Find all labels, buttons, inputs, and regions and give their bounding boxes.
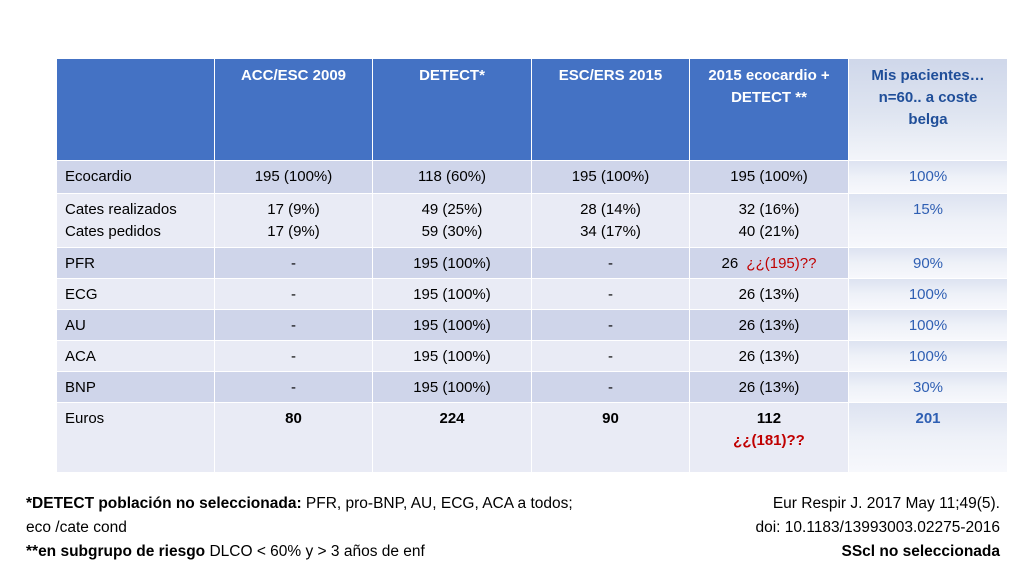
header-detect: DETECT* [373,59,532,161]
reference-note: SScl no seleccionada [841,543,1000,560]
footnote-text: DLCO < 60% y > 3 años de enf [205,543,425,560]
table-cell: 100% [849,279,1008,310]
table-cell: 195 (100%) [532,161,690,194]
footnote-bold: **en subgrupo de riesgo [26,543,206,560]
row-label-line1: Cates realizados [65,201,177,218]
table-cell: 100% [849,341,1008,372]
table-cell: 195 (100%) [373,341,532,372]
row-label: PFR [57,248,215,279]
table-cell: 26 (13%) [690,279,849,310]
row-label: BNP [57,372,215,403]
row-label: ACA [57,341,215,372]
cell-line2: 40 (21%) [738,223,800,240]
table-cell: 32 (16%) 40 (21%) [690,194,849,248]
table-row-ecg: ECG - 195 (100%) - 26 (13%) 100% [57,279,1008,310]
reference: Eur Respir J. 2017 May 11;49(5). doi: 10… [680,492,1001,564]
table-cell: - [215,279,373,310]
table-cell: 15% [849,194,1008,248]
cell-line1: 17 (9%) [267,201,320,218]
table-cell: 80 [215,403,373,473]
cell-value: 26 [721,255,739,272]
table-cell: 26 (13%) [690,310,849,341]
cell-line1: 15% [912,201,944,218]
table-cell: 90 [532,403,690,473]
table-cell: - [532,310,690,341]
footnote-line1: *DETECT población no seleccionada: PFR, … [26,492,686,516]
cell-line2: 17 (9%) [267,223,320,240]
table-cell: 224 [373,403,532,473]
footnote-bold: *DETECT población no seleccionada: [26,495,302,512]
comparison-table: ACC/ESC 2009 DETECT* ESC/ERS 2015 2015 e… [57,59,1008,473]
header-ecocardio-detect: 2015 ecocardio + DETECT ** [690,59,849,161]
table-cell: 118 (60%) [373,161,532,194]
cell-line2: 59 (30%) [421,223,483,240]
table-cell: - [532,372,690,403]
table-row-euros: Euros 80 224 90 112 ¿¿(181)?? 201 [57,403,1008,473]
cell-line1: 28 (14%) [580,201,641,218]
row-label: ECG [57,279,215,310]
reference-journal: Eur Respir J. 2017 May 11;49(5). [772,495,1000,512]
table-cell: 17 (9%) 17 (9%) [215,194,373,248]
header-esc-ers-2015: ESC/ERS 2015 [532,59,690,161]
red-note: ¿¿(181)?? [733,432,805,449]
table-cell: 100% [849,310,1008,341]
table-row-cates: Cates realizados Cates pedidos 17 (9%) 1… [57,194,1008,248]
header-row: ACC/ESC 2009 DETECT* ESC/ERS 2015 2015 e… [57,59,1008,161]
row-label: Euros [57,403,215,473]
table-cell: - [532,248,690,279]
table-row-bnp: BNP - 195 (100%) - 26 (13%) 30% [57,372,1008,403]
table-row-au: AU - 195 (100%) - 26 (13%) 100% [57,310,1008,341]
header-mis-pacientes: Mis pacientes…n=60.. a coste belga [849,59,1008,161]
table-cell: 30% [849,372,1008,403]
table-cell: - [215,248,373,279]
table-row-ecocardio: Ecocardio 195 (100%) 118 (60%) 195 (100%… [57,161,1008,194]
table-row-pfr: PFR - 195 (100%) - 26 ¿¿(195)?? 90% [57,248,1008,279]
table-cell: - [215,310,373,341]
table-cell: 90% [849,248,1008,279]
table-cell: 201 [849,403,1008,473]
cell-line1: 49 (25%) [421,201,483,218]
table-cell: 195 (100%) [215,161,373,194]
header-acc-esc-2009: ACC/ESC 2009 [215,59,373,161]
row-label: AU [57,310,215,341]
table-cell: 112 ¿¿(181)?? [690,403,849,473]
table-row-aca: ACA - 195 (100%) - 26 (13%) 100% [57,341,1008,372]
table-cell: 100% [849,161,1008,194]
table-cell: 195 (100%) [373,372,532,403]
footnote-text: PFR, pro-BNP, AU, ECG, ACA a todos; [301,495,573,512]
cell-line2: 34 (17%) [580,223,641,240]
table-cell: 195 (100%) [373,310,532,341]
table-cell: 195 (100%) [690,161,849,194]
red-note: ¿¿(195)?? [746,255,817,272]
table-cell: 195 (100%) [373,248,532,279]
table-cell: - [215,341,373,372]
table-cell: 49 (25%) 59 (30%) [373,194,532,248]
cell-line1: 32 (16%) [738,201,800,218]
row-label-line2: Cates pedidos [65,223,161,240]
table-cell: - [532,341,690,372]
footnote-line3: **en subgrupo de riesgo DLCO < 60% y > 3… [26,540,686,564]
footnote-line2: eco /cate cond [26,519,127,536]
row-label: Cates realizados Cates pedidos [57,194,215,248]
table-cell: 195 (100%) [373,279,532,310]
table-cell: 26 ¿¿(195)?? [690,248,849,279]
table-cell: - [532,279,690,310]
footnote: *DETECT población no seleccionada: PFR, … [26,492,686,564]
table-cell: - [215,372,373,403]
table-cell: 26 (13%) [690,372,849,403]
reference-doi: doi: 10.1183/13993003.02275-2016 [755,519,1001,536]
table-cell: 28 (14%) 34 (17%) [532,194,690,248]
header-corner [57,59,215,161]
table-cell: 26 (13%) [690,341,849,372]
row-label: Ecocardio [57,161,215,194]
cell-value: 112 [756,410,782,427]
